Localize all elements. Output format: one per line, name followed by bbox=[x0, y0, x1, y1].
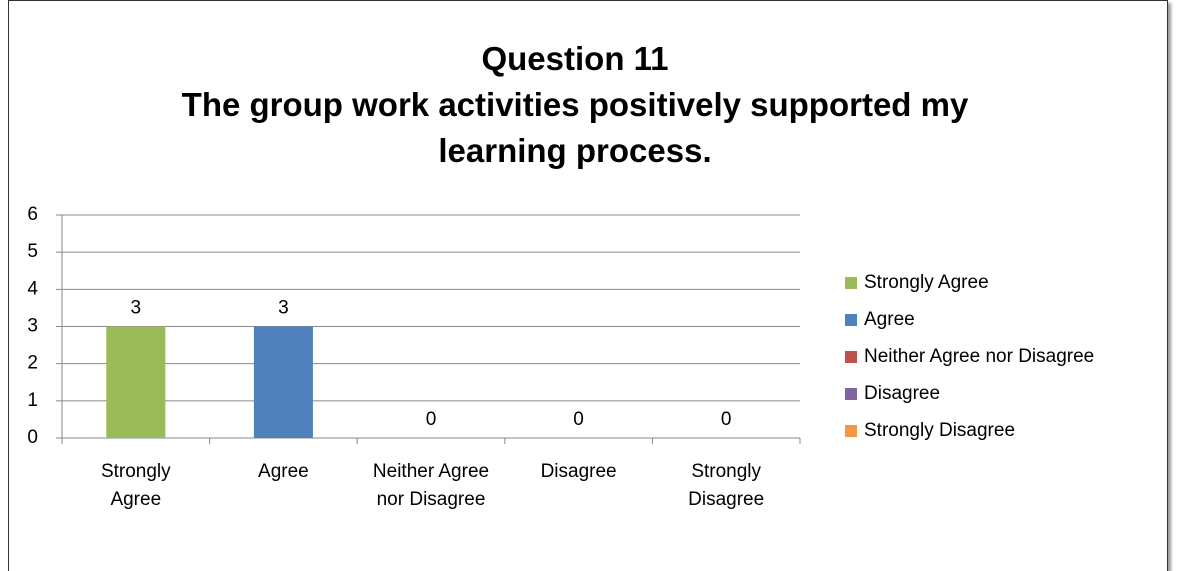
legend-swatch bbox=[845, 388, 857, 400]
legend-label: Strongly Disagree bbox=[864, 420, 1015, 441]
chart-title: Question 11 bbox=[481, 40, 669, 77]
data-label: 0 bbox=[426, 409, 437, 430]
legend-label: Agree bbox=[864, 309, 915, 330]
legend-swatch bbox=[845, 314, 857, 326]
data-label: 0 bbox=[573, 409, 584, 430]
x-tick-label: Strongly Disagree bbox=[688, 461, 765, 510]
legend-label: Strongly Agree bbox=[864, 272, 989, 293]
y-tick-label: 5 bbox=[27, 241, 38, 262]
legend-label: Disagree bbox=[864, 383, 940, 404]
data-label: 3 bbox=[278, 298, 289, 319]
bar bbox=[106, 326, 166, 438]
data-label: 3 bbox=[131, 298, 142, 319]
y-tick-label: 4 bbox=[27, 278, 38, 299]
chart-frame bbox=[8, 0, 1168, 571]
y-tick-label: 3 bbox=[27, 316, 38, 337]
legend-swatch bbox=[845, 425, 857, 437]
data-label: 0 bbox=[721, 409, 732, 430]
x-tick-label: Neither Agree nor Disagree bbox=[372, 461, 490, 510]
legend-swatch bbox=[845, 351, 857, 363]
y-tick-label: 6 bbox=[27, 204, 38, 225]
x-tick-label: Agree bbox=[258, 461, 309, 482]
y-tick-label: 0 bbox=[27, 427, 38, 448]
x-tick-label: Strongly Agree bbox=[100, 461, 171, 510]
legend-swatch bbox=[845, 277, 857, 289]
chart-subtitle: The group work activities positively sup… bbox=[181, 86, 969, 169]
y-tick-label: 2 bbox=[27, 353, 38, 374]
x-tick-label: Disagree bbox=[540, 461, 617, 482]
legend-label: Neither Agree nor Disagree bbox=[864, 346, 1094, 367]
bar bbox=[253, 326, 313, 438]
y-tick-label: 1 bbox=[27, 390, 38, 411]
